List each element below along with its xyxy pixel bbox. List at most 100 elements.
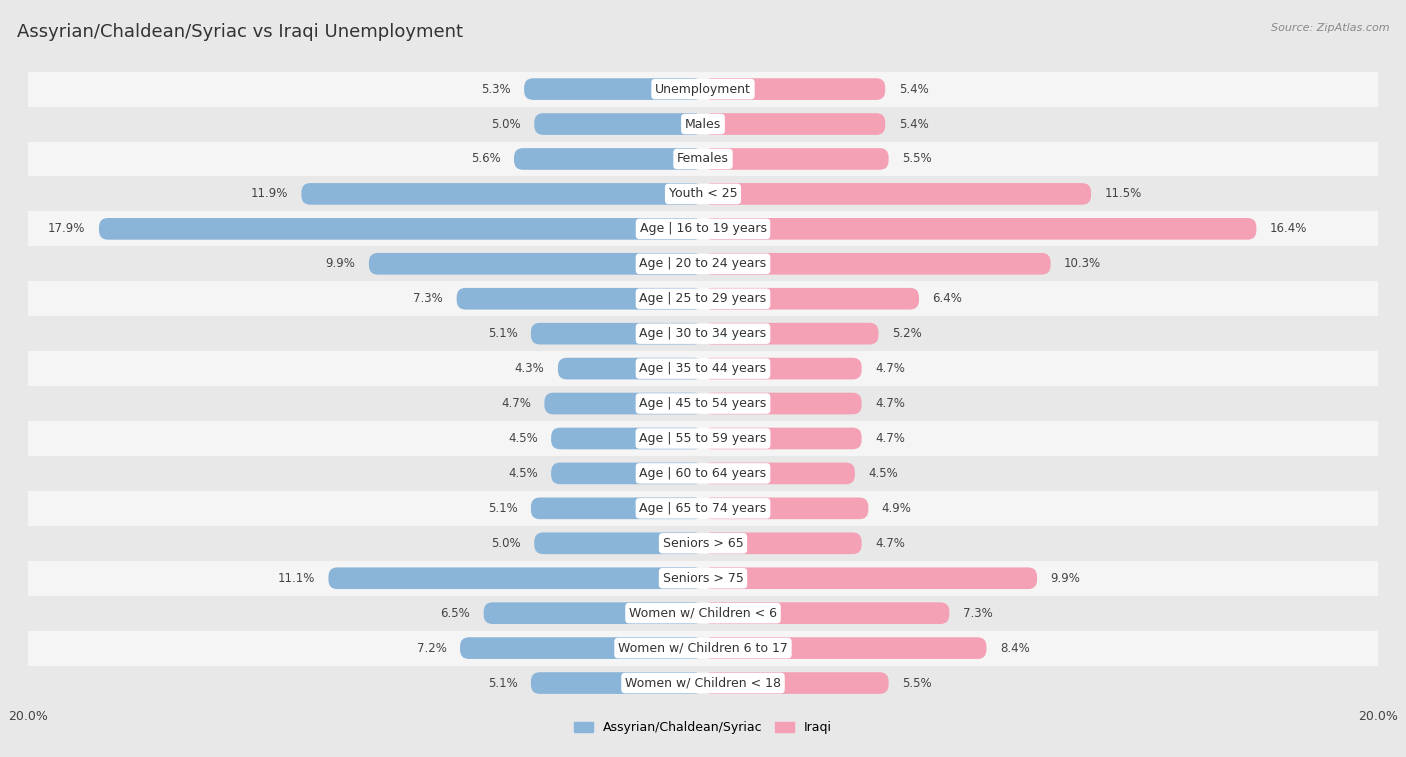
Text: Youth < 25: Youth < 25 — [669, 188, 737, 201]
FancyBboxPatch shape — [703, 463, 855, 484]
Text: 5.1%: 5.1% — [488, 502, 517, 515]
Text: Age | 25 to 29 years: Age | 25 to 29 years — [640, 292, 766, 305]
Text: 7.3%: 7.3% — [413, 292, 443, 305]
Text: 7.3%: 7.3% — [963, 606, 993, 620]
FancyBboxPatch shape — [703, 603, 949, 624]
Text: 5.1%: 5.1% — [488, 327, 517, 340]
FancyBboxPatch shape — [551, 428, 703, 450]
Bar — [28, 386, 1378, 421]
FancyBboxPatch shape — [301, 183, 703, 204]
FancyBboxPatch shape — [524, 78, 703, 100]
Text: 4.7%: 4.7% — [875, 537, 905, 550]
Bar — [28, 665, 1378, 700]
Text: Age | 30 to 34 years: Age | 30 to 34 years — [640, 327, 766, 340]
Text: Women w/ Children < 6: Women w/ Children < 6 — [628, 606, 778, 620]
Text: Unemployment: Unemployment — [655, 83, 751, 95]
Bar — [28, 246, 1378, 282]
FancyBboxPatch shape — [531, 497, 703, 519]
FancyBboxPatch shape — [703, 497, 869, 519]
FancyBboxPatch shape — [558, 358, 703, 379]
Text: Age | 65 to 74 years: Age | 65 to 74 years — [640, 502, 766, 515]
FancyBboxPatch shape — [703, 672, 889, 694]
Text: Women w/ Children < 18: Women w/ Children < 18 — [626, 677, 780, 690]
Text: 5.1%: 5.1% — [488, 677, 517, 690]
FancyBboxPatch shape — [515, 148, 703, 170]
FancyBboxPatch shape — [544, 393, 703, 414]
Text: 4.5%: 4.5% — [508, 467, 537, 480]
Text: 4.7%: 4.7% — [875, 362, 905, 375]
Text: Source: ZipAtlas.com: Source: ZipAtlas.com — [1271, 23, 1389, 33]
Bar — [28, 491, 1378, 526]
FancyBboxPatch shape — [534, 532, 703, 554]
Text: 5.2%: 5.2% — [891, 327, 922, 340]
FancyBboxPatch shape — [98, 218, 703, 240]
FancyBboxPatch shape — [703, 114, 886, 135]
FancyBboxPatch shape — [703, 637, 987, 659]
Bar — [28, 316, 1378, 351]
Bar — [28, 72, 1378, 107]
FancyBboxPatch shape — [703, 322, 879, 344]
Text: Seniors > 75: Seniors > 75 — [662, 572, 744, 584]
Bar — [28, 282, 1378, 316]
Text: Women w/ Children 6 to 17: Women w/ Children 6 to 17 — [619, 642, 787, 655]
FancyBboxPatch shape — [460, 637, 703, 659]
Text: Age | 20 to 24 years: Age | 20 to 24 years — [640, 257, 766, 270]
Text: 5.0%: 5.0% — [491, 537, 520, 550]
Text: 16.4%: 16.4% — [1270, 223, 1308, 235]
FancyBboxPatch shape — [457, 288, 703, 310]
Text: Seniors > 65: Seniors > 65 — [662, 537, 744, 550]
Text: 9.9%: 9.9% — [326, 257, 356, 270]
Bar — [28, 421, 1378, 456]
Text: 4.5%: 4.5% — [508, 432, 537, 445]
Text: 9.9%: 9.9% — [1050, 572, 1080, 584]
FancyBboxPatch shape — [703, 253, 1050, 275]
Text: Females: Females — [678, 152, 728, 166]
Text: Assyrian/Chaldean/Syriac vs Iraqi Unemployment: Assyrian/Chaldean/Syriac vs Iraqi Unempl… — [17, 23, 463, 41]
Text: Age | 55 to 59 years: Age | 55 to 59 years — [640, 432, 766, 445]
Text: Age | 16 to 19 years: Age | 16 to 19 years — [640, 223, 766, 235]
FancyBboxPatch shape — [703, 148, 889, 170]
Text: 5.3%: 5.3% — [481, 83, 510, 95]
Text: 4.5%: 4.5% — [869, 467, 898, 480]
Bar — [28, 526, 1378, 561]
Text: 11.1%: 11.1% — [277, 572, 315, 584]
Text: 6.4%: 6.4% — [932, 292, 962, 305]
FancyBboxPatch shape — [329, 568, 703, 589]
FancyBboxPatch shape — [703, 532, 862, 554]
FancyBboxPatch shape — [703, 78, 886, 100]
Text: 11.5%: 11.5% — [1105, 188, 1142, 201]
Text: 4.3%: 4.3% — [515, 362, 544, 375]
Bar — [28, 107, 1378, 142]
Bar — [28, 561, 1378, 596]
Text: 5.6%: 5.6% — [471, 152, 501, 166]
FancyBboxPatch shape — [368, 253, 703, 275]
Bar — [28, 351, 1378, 386]
Text: 4.9%: 4.9% — [882, 502, 911, 515]
FancyBboxPatch shape — [703, 288, 920, 310]
Text: 6.5%: 6.5% — [440, 606, 470, 620]
Text: Age | 45 to 54 years: Age | 45 to 54 years — [640, 397, 766, 410]
Text: 11.9%: 11.9% — [250, 188, 288, 201]
FancyBboxPatch shape — [703, 183, 1091, 204]
Text: 4.7%: 4.7% — [875, 432, 905, 445]
Bar — [28, 142, 1378, 176]
FancyBboxPatch shape — [534, 114, 703, 135]
Text: 5.4%: 5.4% — [898, 117, 928, 130]
FancyBboxPatch shape — [531, 322, 703, 344]
Text: Males: Males — [685, 117, 721, 130]
Text: Age | 60 to 64 years: Age | 60 to 64 years — [640, 467, 766, 480]
FancyBboxPatch shape — [703, 568, 1038, 589]
FancyBboxPatch shape — [703, 393, 862, 414]
Text: 4.7%: 4.7% — [875, 397, 905, 410]
Text: 5.5%: 5.5% — [903, 677, 932, 690]
Legend: Assyrian/Chaldean/Syriac, Iraqi: Assyrian/Chaldean/Syriac, Iraqi — [569, 716, 837, 739]
FancyBboxPatch shape — [531, 672, 703, 694]
Bar — [28, 456, 1378, 491]
FancyBboxPatch shape — [703, 428, 862, 450]
FancyBboxPatch shape — [703, 218, 1257, 240]
FancyBboxPatch shape — [551, 463, 703, 484]
Text: 17.9%: 17.9% — [48, 223, 86, 235]
FancyBboxPatch shape — [484, 603, 703, 624]
Text: 5.5%: 5.5% — [903, 152, 932, 166]
Bar — [28, 176, 1378, 211]
